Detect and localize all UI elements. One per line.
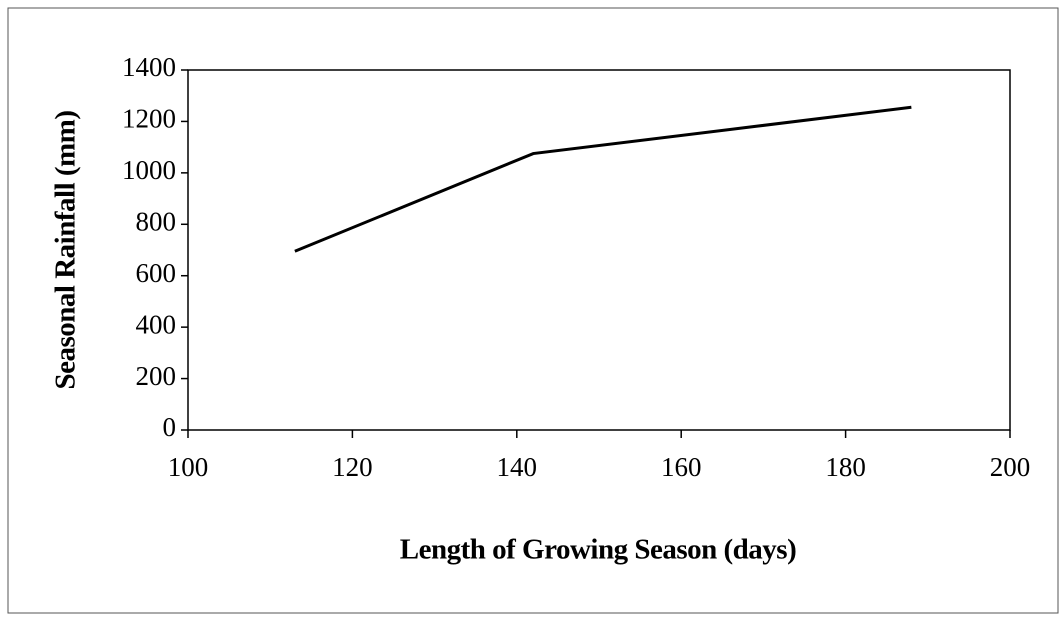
y-tick-label: 600 <box>136 258 177 288</box>
y-tick-label: 1200 <box>122 104 176 134</box>
plot-area <box>187 69 1011 431</box>
y-tick-label: 0 <box>163 412 177 442</box>
y-tick-label: 800 <box>136 206 177 236</box>
x-tick-label: 140 <box>497 452 538 482</box>
x-axis-title: Length of Growing Season (days) <box>400 534 796 566</box>
y-tick-label: 1400 <box>122 52 176 82</box>
y-axis-title: Seasonal Rainfall (mm) <box>50 111 82 390</box>
x-tick-label: 120 <box>332 452 373 482</box>
y-tick-label: 1000 <box>122 155 176 185</box>
y-tick-label: 200 <box>136 361 177 391</box>
x-tick-label: 180 <box>825 452 866 482</box>
x-tick-label: 200 <box>990 452 1031 482</box>
frame <box>7 7 1059 614</box>
line <box>294 105 912 253</box>
y-tick-label: 400 <box>136 309 177 339</box>
x-tick-label: 100 <box>168 452 209 482</box>
x-tick-label: 160 <box>661 452 702 482</box>
